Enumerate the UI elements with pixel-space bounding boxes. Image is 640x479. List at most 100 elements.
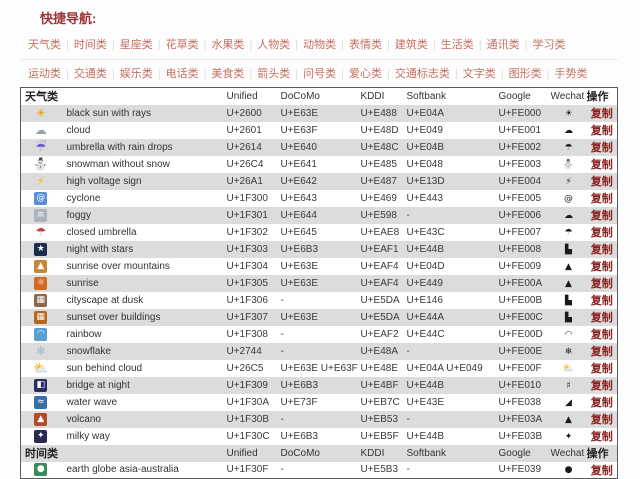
nav-category-link[interactable]: 生活类 xyxy=(440,39,474,51)
copy-link[interactable]: 复制 xyxy=(590,346,613,358)
nav-category-link[interactable]: 交通标志类 xyxy=(394,68,450,80)
docomo-code: - xyxy=(280,328,284,340)
copy-link[interactable]: 复制 xyxy=(590,227,613,239)
copy-link[interactable]: 复制 xyxy=(590,397,613,409)
quick-nav-title: 快捷导航: xyxy=(40,11,97,26)
copy-link[interactable]: 复制 xyxy=(590,295,613,307)
copy-link[interactable]: 复制 xyxy=(590,329,613,341)
kddi-code: U+EAF1 xyxy=(360,243,399,255)
copy-link[interactable]: 复制 xyxy=(590,176,613,188)
nav-separator: | xyxy=(546,68,550,80)
softbank-code: U+E04B xyxy=(406,141,445,153)
emoji-icon-cell: ★ xyxy=(21,241,61,258)
google-code: U+FE03B xyxy=(498,430,543,442)
nav-category-link[interactable]: 建筑类 xyxy=(394,39,428,51)
copy-link[interactable]: 复制 xyxy=(590,278,613,290)
unified-code: U+1F30B xyxy=(226,413,270,425)
copy-link[interactable]: 复制 xyxy=(590,380,613,392)
milky-way-icon: ✦ xyxy=(34,429,48,443)
nav-category-link[interactable]: 人物类 xyxy=(257,39,291,51)
softbank-code: U+E146 xyxy=(406,294,443,306)
kddi-code: U+E469 xyxy=(360,192,397,204)
google-code: U+FE00C xyxy=(498,311,543,323)
copy-link[interactable]: 复制 xyxy=(590,125,613,137)
google-code: U+FE002 xyxy=(498,141,542,153)
column-header-kddi: KDDI xyxy=(360,90,385,102)
copy-link[interactable]: 复制 xyxy=(590,414,613,426)
wechat-emoji-cell: ☂ xyxy=(551,224,587,241)
copy-link[interactable]: 复制 xyxy=(590,108,613,120)
copy-link[interactable]: 复制 xyxy=(590,244,613,256)
nav-category-link[interactable]: 手势类 xyxy=(554,68,588,80)
kddi-code: U+EB7C xyxy=(360,396,400,408)
nav-category-link[interactable]: 通讯类 xyxy=(486,39,520,51)
nav-category-link[interactable]: 交通类 xyxy=(73,68,107,80)
nav-category-link[interactable]: 文字类 xyxy=(462,68,496,80)
emoji-name: black sun with rays xyxy=(66,107,151,119)
nav-category-link[interactable]: 时间类 xyxy=(73,39,107,51)
docomo-code: U+E63E xyxy=(280,277,319,289)
emoji-icon-cell: ☔ xyxy=(21,139,61,156)
emoji-icon-cell: @ xyxy=(21,190,61,207)
emoji-icon-cell: ⛄ xyxy=(21,156,61,173)
copy-link[interactable]: 复制 xyxy=(590,363,613,375)
softbank-code: - xyxy=(406,464,410,476)
copy-link[interactable]: 复制 xyxy=(590,159,613,171)
emoji-name: cityscape at dusk xyxy=(66,294,144,306)
nav-category-link[interactable]: 问号类 xyxy=(303,68,337,80)
nav-category-link[interactable]: 表情类 xyxy=(349,39,383,51)
nav-category-link[interactable]: 水果类 xyxy=(211,39,245,51)
copy-link[interactable]: 复制 xyxy=(590,193,613,205)
kddi-code: U+E48D xyxy=(360,124,399,136)
unified-code: U+2600 xyxy=(226,107,262,119)
nav-category-link[interactable]: 箭头类 xyxy=(257,68,291,80)
nav-category-link[interactable]: 电话类 xyxy=(165,68,199,80)
nav-category-link[interactable]: 图形类 xyxy=(508,68,542,80)
nav-separator: | xyxy=(295,39,299,51)
wechat-emoji-icon: ⛄ xyxy=(562,159,575,170)
unified-code: U+1F305 xyxy=(226,277,268,289)
cyclone-icon: @ xyxy=(34,191,48,205)
docomo-code: U+E6B3 xyxy=(280,379,319,391)
nav-separator: | xyxy=(203,68,207,80)
section-category-label: 天气类 xyxy=(25,91,58,104)
kddi-code: U+E5DA xyxy=(360,311,400,323)
copy-link[interactable]: 复制 xyxy=(590,210,613,222)
water-wave-icon: ≈ xyxy=(34,395,48,409)
nav-category-link[interactable]: 花草类 xyxy=(165,39,199,51)
wechat-emoji-icon: ☂ xyxy=(564,142,573,153)
copy-link[interactable]: 复制 xyxy=(590,312,613,324)
google-code: U+FE010 xyxy=(498,379,542,391)
google-code: U+FE003 xyxy=(498,158,542,170)
copy-link[interactable]: 复制 xyxy=(590,431,613,443)
nav-category-link[interactable]: 美食类 xyxy=(211,68,245,80)
copy-link[interactable]: 复制 xyxy=(590,261,613,273)
table-row: ▦ cityscape at dusk U+1F306 - U+E5DA U+E… xyxy=(21,292,618,309)
table-row: @ cyclone U+1F300 U+E643 U+E469 U+E443 U… xyxy=(21,190,618,207)
emoji-code-table: 天气类 Unified DoCoMo KDDI Softbank Google Wechat… xyxy=(20,87,618,479)
sun-behind-cloud-icon: ⛅ xyxy=(33,361,49,375)
docomo-code: U+E641 xyxy=(280,158,317,170)
nav-category-link[interactable]: 动物类 xyxy=(303,39,337,51)
nav-category-link[interactable]: 运动类 xyxy=(28,68,61,80)
column-header-unified: Unified xyxy=(226,90,258,102)
docomo-code: U+E63E xyxy=(280,107,319,119)
nav-category-link[interactable]: 爱心类 xyxy=(349,68,383,80)
nav-category-link[interactable]: 星座类 xyxy=(119,39,153,51)
nav-category-link[interactable]: 天气类 xyxy=(28,39,61,51)
copy-link[interactable]: 复制 xyxy=(590,142,613,154)
emoji-icon-cell: ☂ xyxy=(21,224,61,241)
google-code: U+FE007 xyxy=(498,226,542,238)
wechat-emoji-cell: ♯ xyxy=(551,377,587,394)
wechat-emoji-icon: ☁ xyxy=(564,210,573,221)
emoji-icon-cell: ≡ xyxy=(21,207,61,224)
nav-category-link[interactable]: 娱乐类 xyxy=(119,68,153,80)
nav-category-link[interactable]: 学习类 xyxy=(532,39,566,51)
copy-link[interactable]: 复制 xyxy=(590,464,613,477)
wechat-emoji-cell: ⛅ xyxy=(551,360,587,377)
docomo-code: U+E640 xyxy=(280,141,317,153)
google-code: U+FE00E xyxy=(498,345,543,357)
column-header-docomo: DoCoMo xyxy=(280,90,320,102)
emoji-icon-cell: ▲ xyxy=(21,258,61,275)
